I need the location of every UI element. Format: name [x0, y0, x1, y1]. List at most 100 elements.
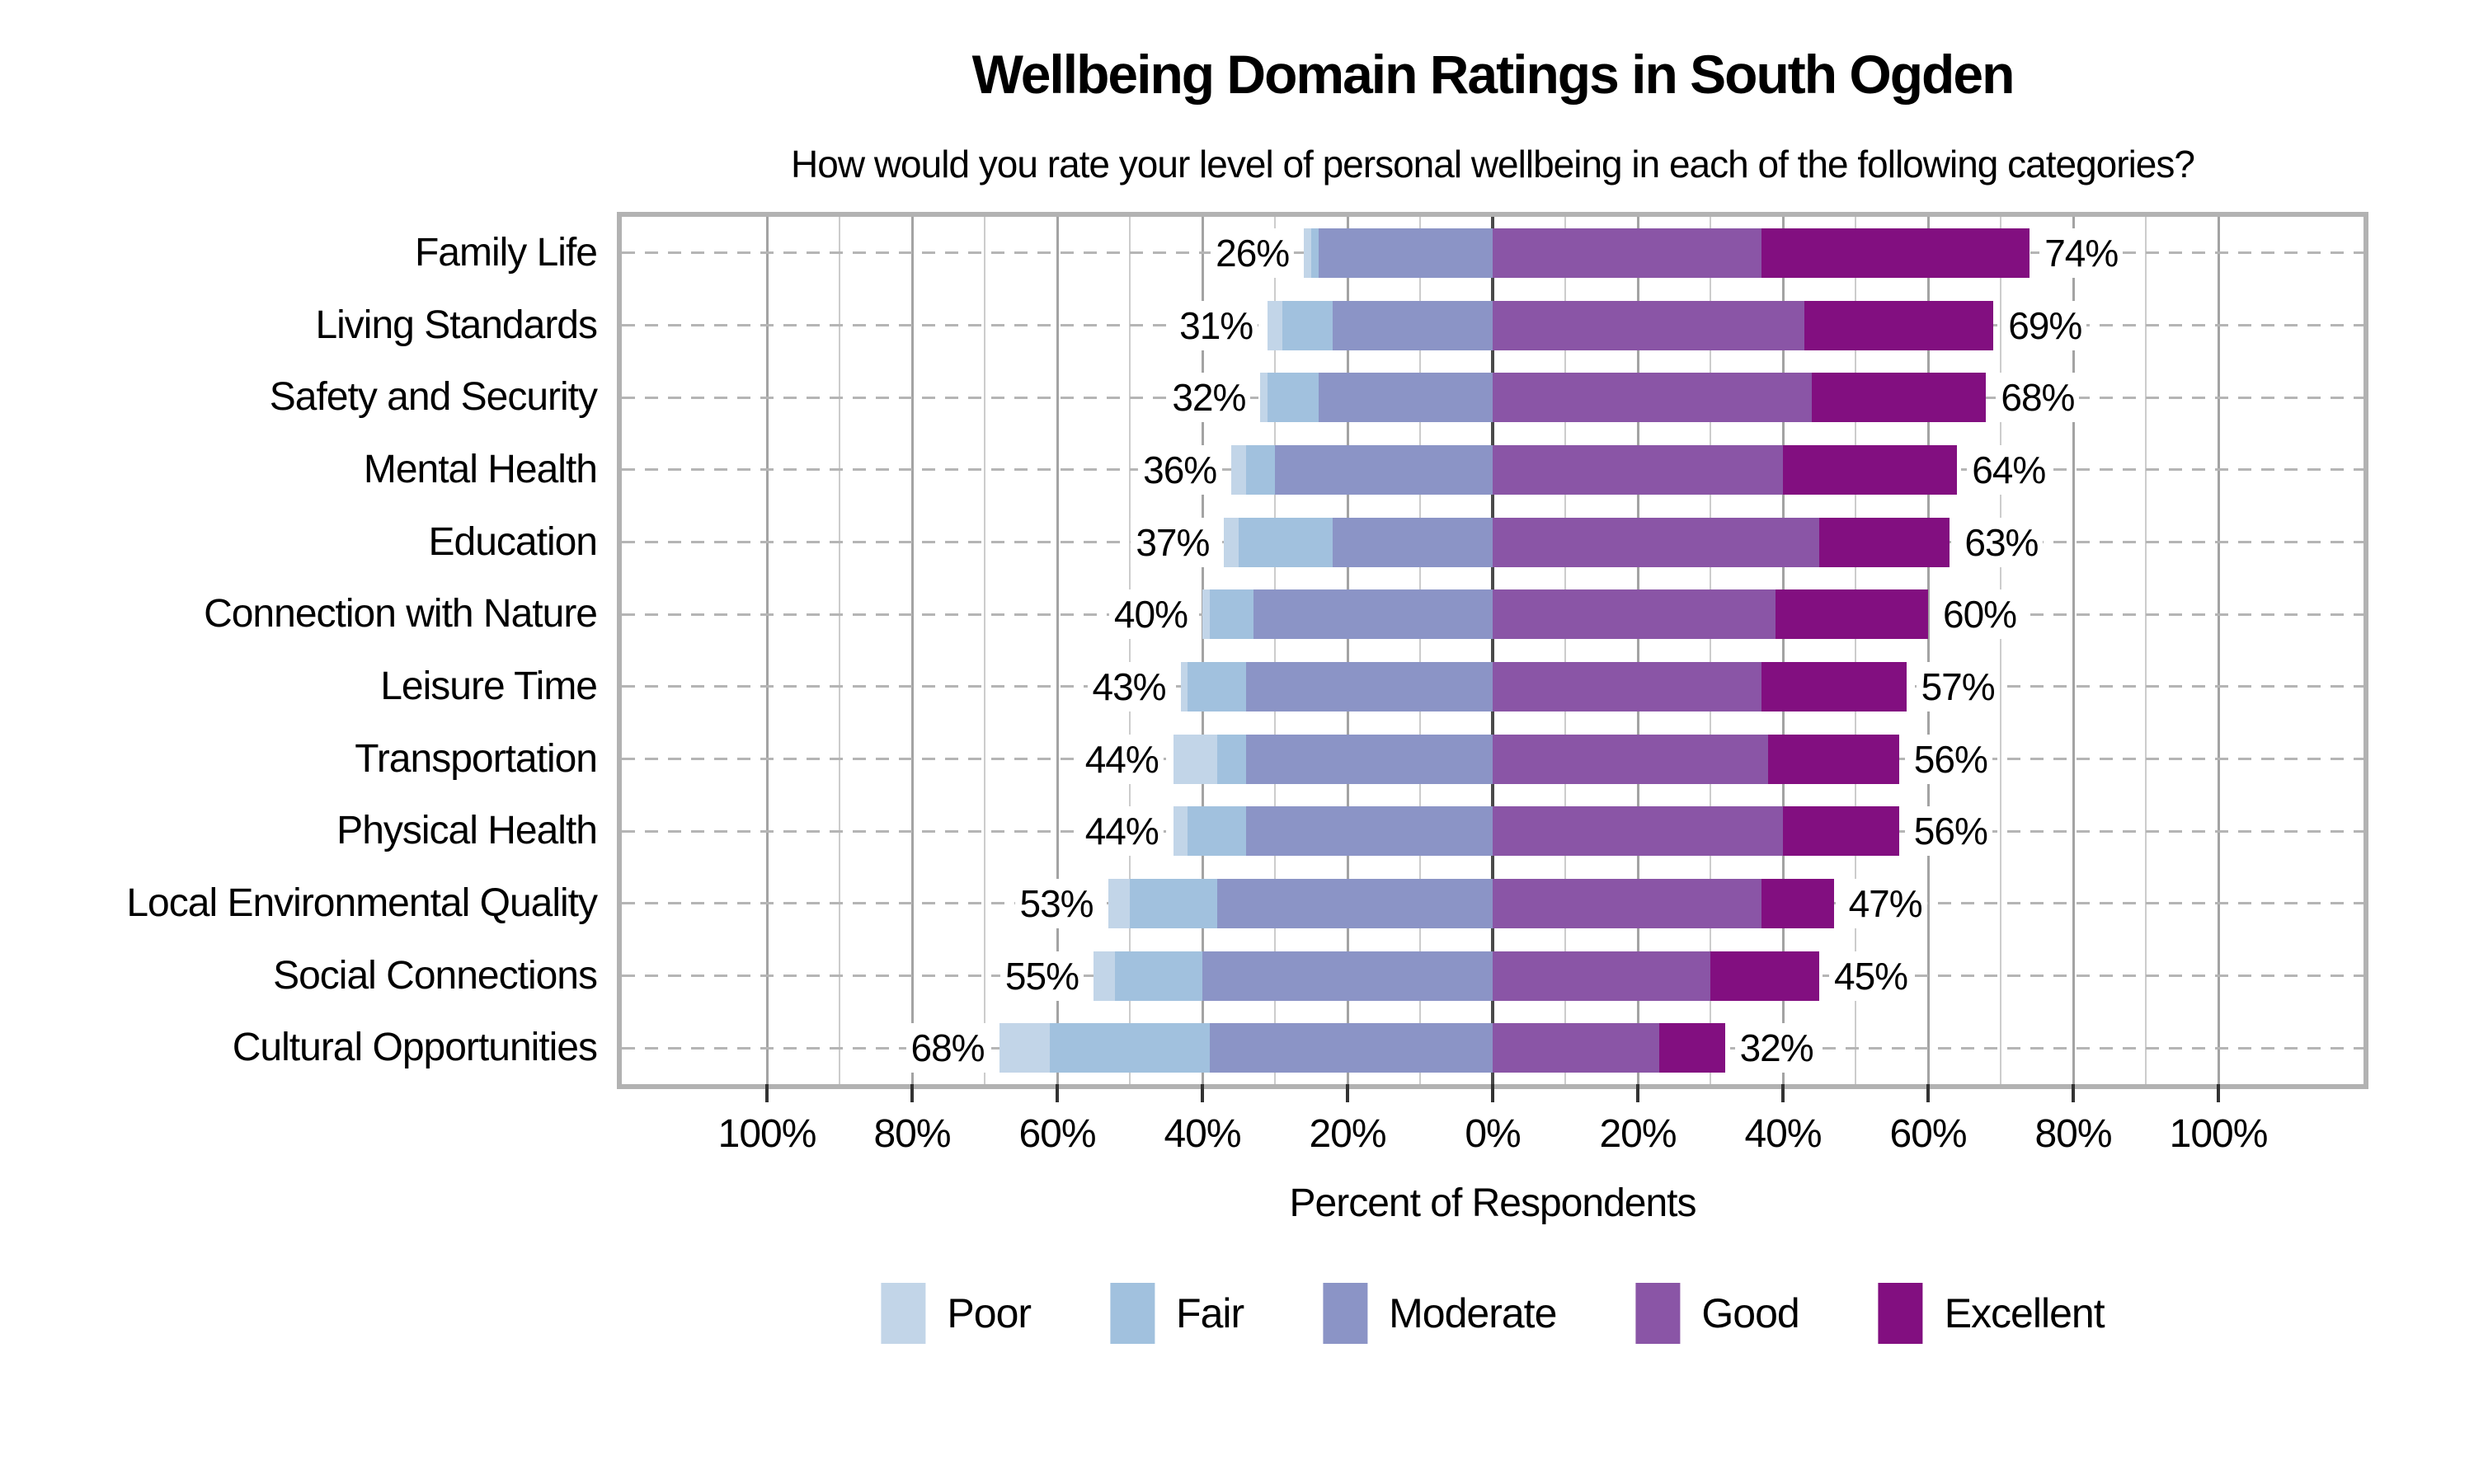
legend-swatch-poor: [881, 1283, 926, 1344]
vertical-gridline: [2145, 217, 2147, 1084]
x-tick-label: 100%: [2169, 1112, 2269, 1156]
bar-left-value-label: 68%: [905, 1023, 990, 1073]
x-tick-label: 80%: [2034, 1112, 2112, 1156]
bar-segment-good: [1492, 951, 1710, 1001]
bar-row: [1268, 300, 1994, 350]
category-label: Safety and Security: [269, 375, 598, 420]
bar-segment-poor: [1268, 300, 1282, 350]
vertical-gridline: [1346, 217, 1349, 1084]
vertical-gridline: [1564, 217, 1566, 1084]
bar-row: [1202, 589, 1928, 640]
bar-segment-moderate: [1245, 734, 1493, 784]
vertical-gridline: [1419, 217, 1421, 1084]
bar-row: [999, 1023, 1725, 1073]
chart-title: Wellbeing Domain Ratings in South Ogden: [971, 44, 2015, 105]
bar-segment-moderate: [1333, 300, 1493, 350]
x-tick-mark: [1056, 1084, 1059, 1102]
legend-label: Good: [1701, 1290, 1799, 1336]
bar-segment-poor: [1260, 373, 1268, 423]
bar-right-value-label: 56%: [1908, 806, 1992, 857]
bar-segment-fair: [1216, 734, 1246, 784]
bar-segment-excellent: [1659, 1023, 1725, 1073]
x-tick-mark: [1201, 1084, 1204, 1102]
legend-item-fair: Fair: [1110, 1283, 1244, 1344]
legend-item-excellent: Excellent: [1878, 1283, 2105, 1344]
bar-right-value-label: 56%: [1908, 734, 1992, 784]
bar-segment-fair: [1268, 373, 1319, 423]
bar-segment-good: [1492, 1023, 1660, 1073]
vertical-gridline: [2000, 217, 2001, 1084]
bar-left-value-label: 31%: [1174, 300, 1258, 350]
bar-segment-poor: [1202, 589, 1210, 640]
bar-segment-excellent: [1812, 373, 1987, 423]
bar-segment-poor: [999, 1023, 1051, 1073]
vertical-gridline: [765, 217, 769, 1084]
bar-left-value-label: 26%: [1211, 228, 1295, 278]
legend-swatch-excellent: [1878, 1283, 1923, 1344]
bar-right-value-label: 60%: [1938, 589, 2022, 640]
bar-right-value-label: 68%: [1996, 373, 2080, 423]
bar-right-value-label: 69%: [2003, 300, 2087, 350]
bar-left-value-label: 36%: [1138, 444, 1222, 495]
category-label: Transportation: [355, 736, 598, 781]
bar-row: [1231, 444, 1958, 495]
bar-segment-moderate: [1253, 589, 1493, 640]
bar-segment-excellent: [1818, 517, 1950, 567]
bar-right-value-label: 47%: [1843, 878, 1927, 928]
bar-row: [1180, 661, 1907, 711]
bar-segment-moderate: [1318, 373, 1493, 423]
bar-segment-poor: [1180, 661, 1188, 711]
bar-segment-excellent: [1776, 589, 1928, 640]
bar-left-value-label: 43%: [1087, 661, 1171, 711]
bar-row: [1173, 806, 1899, 857]
bar-row: [1260, 373, 1987, 423]
x-tick-mark: [1346, 1084, 1349, 1102]
x-tick-mark: [1926, 1084, 1930, 1102]
legend-label: Fair: [1176, 1290, 1244, 1336]
category-label: Leisure Time: [380, 664, 598, 708]
bar-segment-moderate: [1209, 1023, 1493, 1073]
x-tick-label: 100%: [717, 1112, 817, 1156]
bar-left-value-label: 44%: [1079, 734, 1164, 784]
legend-item-good: Good: [1635, 1283, 1800, 1344]
x-axis-title: Percent of Respondents: [1289, 1181, 1697, 1225]
bar-segment-fair: [1129, 878, 1217, 928]
vertical-gridline: [1274, 217, 1276, 1084]
plot-area: [617, 212, 2368, 1089]
bar-left-value-label: 53%: [1014, 878, 1098, 928]
bar-segment-moderate: [1318, 228, 1493, 278]
vertical-gridline: [1056, 217, 1059, 1084]
legend-swatch-moderate: [1323, 1283, 1368, 1344]
legend: Poor Fair Moderate Good Excellent: [881, 1283, 2105, 1344]
bar-row: [1094, 951, 1819, 1001]
bar-segment-excellent: [1710, 951, 1819, 1001]
x-tick-label: 80%: [873, 1112, 951, 1156]
bar-left-value-label: 32%: [1167, 373, 1251, 423]
category-label: Cultural Opportunities: [232, 1026, 598, 1070]
legend-item-poor: Poor: [881, 1283, 1032, 1344]
x-tick-label: 60%: [1889, 1112, 1967, 1156]
x-tick-label: 60%: [1018, 1112, 1096, 1156]
bar-segment-fair: [1115, 951, 1202, 1001]
vertical-gridline: [2217, 217, 2220, 1084]
bar-segment-moderate: [1245, 806, 1493, 857]
bar-segment-poor: [1173, 806, 1188, 857]
x-tick-mark: [2072, 1084, 2075, 1102]
vertical-gridline: [1710, 217, 1711, 1084]
bar-segment-excellent: [1761, 661, 1907, 711]
bar-segment-moderate: [1216, 878, 1493, 928]
chart-subtitle: How would you rate your level of persona…: [791, 143, 2195, 186]
legend-label: Moderate: [1389, 1290, 1557, 1336]
x-tick-mark: [1781, 1084, 1785, 1102]
vertical-gridline: [910, 217, 914, 1084]
bar-right-value-label: 74%: [2039, 228, 2124, 278]
bar-row: [1173, 734, 1899, 784]
x-tick-mark: [1636, 1084, 1639, 1102]
category-label: Local Environmental Quality: [126, 881, 598, 925]
bar-segment-excellent: [1768, 734, 1899, 784]
bar-segment-moderate: [1202, 951, 1493, 1001]
legend-label: Excellent: [1944, 1290, 2105, 1336]
vertical-gridline: [1201, 217, 1204, 1084]
bar-right-value-label: 45%: [1829, 951, 1913, 1001]
